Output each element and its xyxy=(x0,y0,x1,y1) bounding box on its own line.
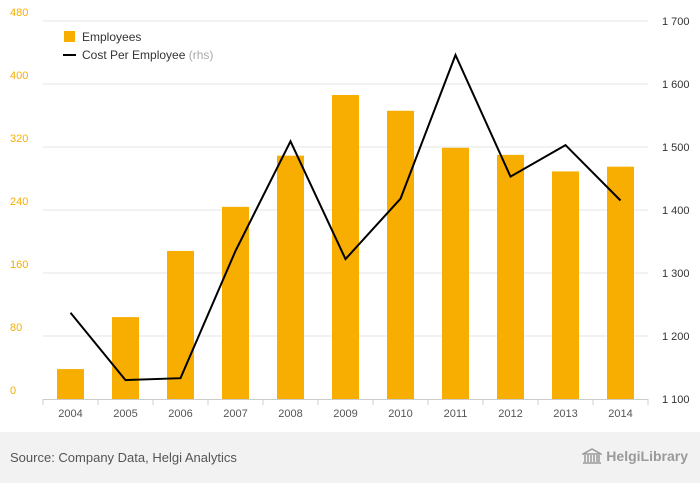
legend-label-cost-per-employee-name: Cost Per Employee xyxy=(82,48,186,62)
left-tick-label: 0 xyxy=(10,385,16,397)
brand-name: HelgiLibrary xyxy=(606,448,688,464)
right-tick-label: 1 300 xyxy=(662,268,690,280)
right-tick-label: 1 500 xyxy=(662,142,690,154)
bar-2010 xyxy=(387,110,414,400)
x-tick-label: 2014 xyxy=(608,408,632,420)
right-tick-label: 1 200 xyxy=(662,331,690,343)
left-tick-label: 80 xyxy=(10,322,22,334)
x-tick-label: 2012 xyxy=(498,408,522,420)
bar-2004 xyxy=(57,369,84,399)
source-note: Source: Company Data, Helgi Analytics xyxy=(10,450,237,465)
x-axis: 2004 2005 2006 2007 2008 2009 2010 2011 2012 2013… xyxy=(42,399,649,420)
bar-2014 xyxy=(607,166,634,399)
x-tick-label: 2010 xyxy=(388,408,412,420)
right-tick-label: 1 400 xyxy=(662,205,690,217)
cost-per-employee-polyline xyxy=(69,52,622,382)
x-tick-label: 2013 xyxy=(553,408,577,420)
employees-bars xyxy=(57,95,634,400)
x-tick-label: 2011 xyxy=(444,408,468,420)
x-tick-label: 2004 xyxy=(58,408,82,420)
left-tick-label: 320 xyxy=(10,133,28,145)
brand-logo[interactable]: HelgiLibrary xyxy=(582,448,688,464)
left-tick-label: 400 xyxy=(10,70,28,82)
bar-2013 xyxy=(552,171,579,399)
right-tick-label: 1 600 xyxy=(662,79,690,91)
bar-2007 xyxy=(222,206,249,399)
bar-2012 xyxy=(497,154,524,399)
left-tick-label: 240 xyxy=(10,196,28,208)
legend: Employees Cost Per Employee (rhs) xyxy=(63,30,213,62)
x-tick-label: 2008 xyxy=(278,408,302,420)
left-axis-ticks: 0 80 160 240 320 400 480 xyxy=(10,7,28,397)
legend-label-rhs: (rhs) xyxy=(189,48,214,62)
legend-label-cost-per-employee: Cost Per Employee (rhs) xyxy=(82,48,213,62)
x-tick-label: 2006 xyxy=(168,408,192,420)
footer: Source: Company Data, Helgi Analytics He… xyxy=(0,432,700,483)
bar-2008 xyxy=(277,155,304,399)
library-building-icon xyxy=(582,448,603,464)
bar-2005 xyxy=(112,317,139,399)
legend-label-employees: Employees xyxy=(82,30,141,44)
x-tick-label: 2005 xyxy=(113,408,137,420)
x-tick-label: 2007 xyxy=(223,408,247,420)
bar-2006 xyxy=(167,250,194,399)
left-tick-label: 480 xyxy=(10,7,28,19)
x-tick-label: 2009 xyxy=(333,408,357,420)
right-tick-label: 1 700 xyxy=(662,16,690,28)
bar-2009 xyxy=(332,95,359,400)
legend-swatch-employees xyxy=(64,31,75,42)
right-tick-label: 1 100 xyxy=(662,394,690,406)
right-axis-ticks: 1 100 1 200 1 300 1 400 1 500 1 600 1 700 xyxy=(662,16,690,406)
cost-per-employee-line xyxy=(69,52,622,382)
bar-2011 xyxy=(442,147,469,399)
left-tick-label: 160 xyxy=(10,259,28,271)
